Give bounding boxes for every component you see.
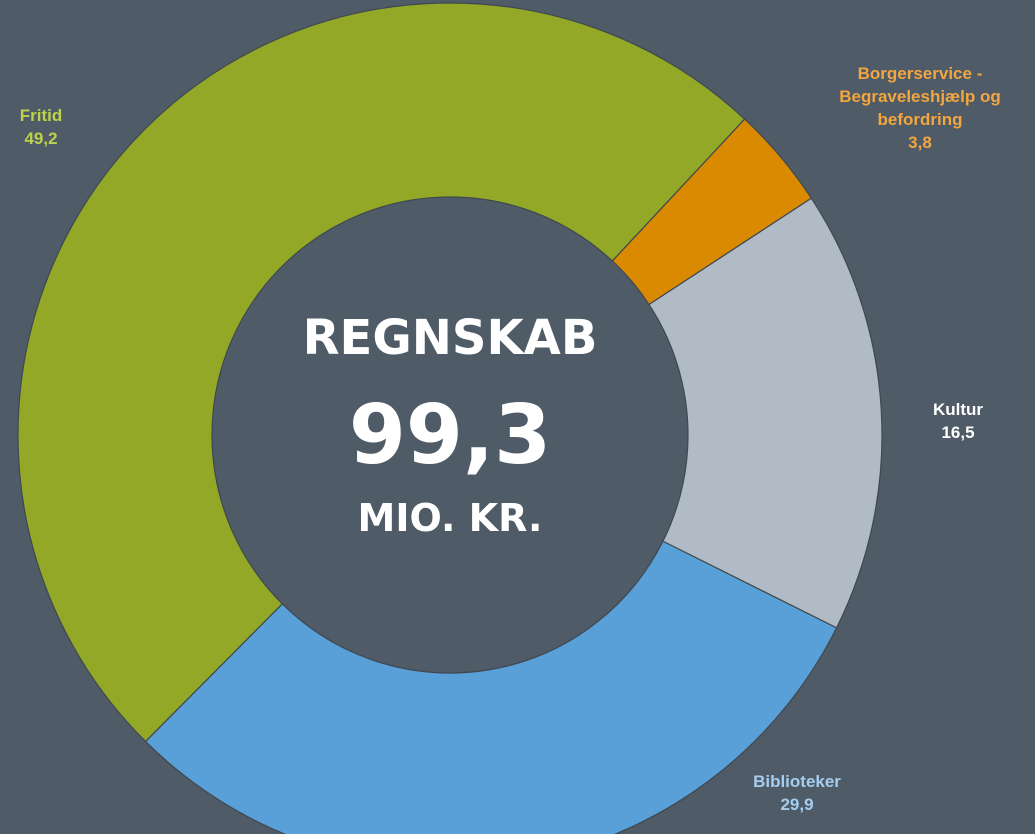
donut-slice [648,197,883,629]
data-label: Kultur 16,5 [900,398,1016,444]
category-label: Kultur [932,400,984,419]
value-label: 49,2 [24,129,58,148]
data-label: Fritid 49,2 [0,104,82,150]
category-label: Borgerservice - Begraveleshjælp og befor… [839,64,1001,129]
value-label: 16,5 [941,423,975,442]
category-label: Biblioteker [753,772,841,791]
category-label: Fritid [19,106,63,125]
value-label: 29,9 [780,795,814,814]
data-label: Borgerservice - Begraveleshjælp og befor… [820,62,1020,154]
donut-slice [17,2,746,743]
donut-slice [144,540,838,834]
value-label: 3,8 [908,133,932,152]
data-label: Biblioteker 29,9 [720,770,874,816]
center-title: REGNSKAB [302,310,598,366]
center-unit: MIO. KR. [357,496,543,540]
center-value: 99,3 [348,388,552,483]
